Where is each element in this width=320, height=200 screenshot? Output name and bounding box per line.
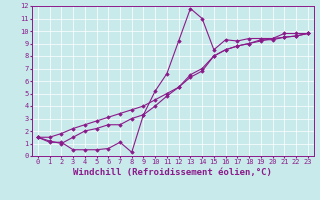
X-axis label: Windchill (Refroidissement éolien,°C): Windchill (Refroidissement éolien,°C) — [73, 168, 272, 177]
